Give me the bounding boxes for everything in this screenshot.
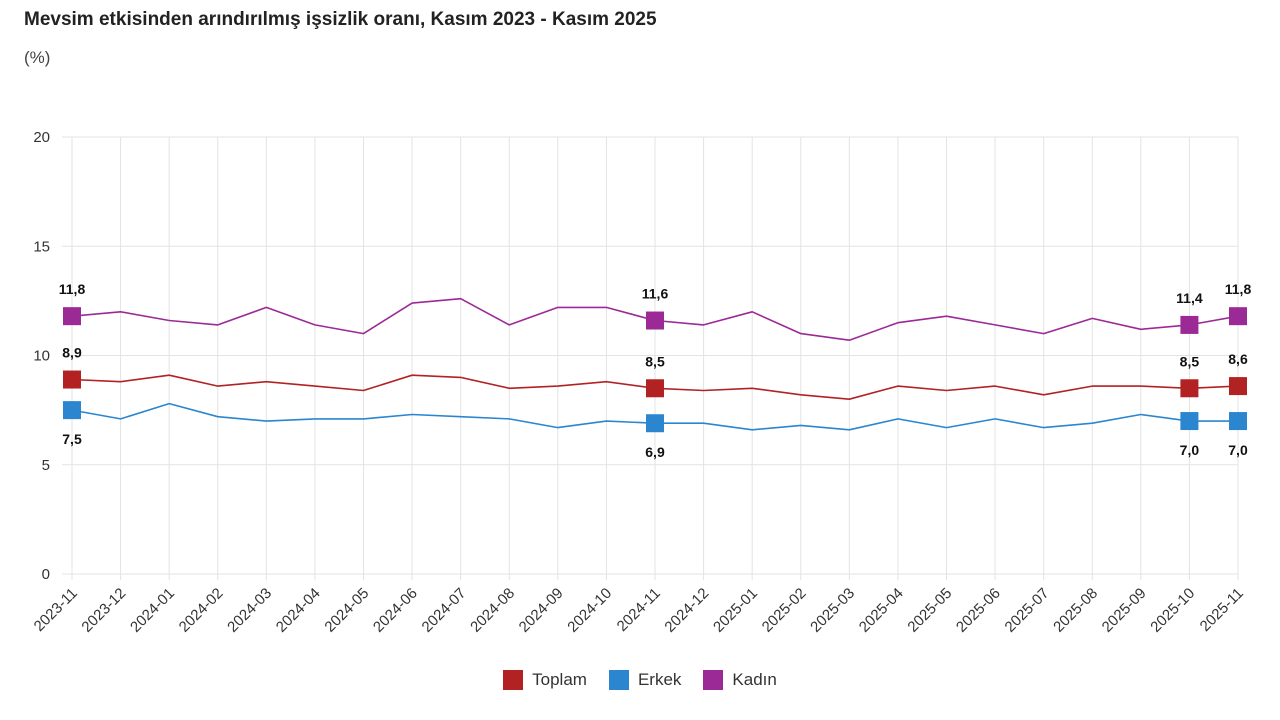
- data-marker: [63, 307, 81, 326]
- highlight-markers: [63, 307, 1247, 433]
- x-tick-label: 2024-09: [516, 585, 567, 636]
- data-label: 8,6: [1228, 351, 1248, 367]
- legend: Toplam Erkek Kadın: [0, 670, 1280, 690]
- data-label: 7,0: [1228, 442, 1248, 458]
- data-marker: [1229, 412, 1247, 431]
- legend-label-erkek: Erkek: [637, 670, 682, 689]
- legend-label-toplam: Toplam: [532, 670, 587, 689]
- x-tick-label: 2025-04: [856, 585, 907, 636]
- y-tick-label: 15: [33, 238, 50, 255]
- x-tick-label: 2023-11: [31, 585, 81, 635]
- x-tick-label: 2024-12: [661, 585, 712, 636]
- x-tick-label: 2024-08: [467, 585, 518, 636]
- x-tick-label: 2024-03: [224, 585, 275, 636]
- data-marker: [646, 311, 664, 330]
- x-tick-label: 2024-11: [614, 585, 664, 635]
- x-tick-label: 2025-03: [807, 585, 858, 636]
- x-tick-label: 2024-06: [370, 585, 421, 636]
- data-label: 7,0: [1180, 442, 1200, 458]
- x-tick-label: 2024-04: [273, 585, 324, 636]
- data-marker: [1180, 379, 1199, 398]
- legend-swatch-kadin: [703, 670, 724, 690]
- x-tick-label: 2024-10: [564, 585, 615, 636]
- data-label: 8,5: [1180, 353, 1200, 369]
- x-tick-label: 2025-07: [1002, 585, 1053, 636]
- data-label: 11,4: [1176, 290, 1203, 306]
- line-chart: 051015202023-112023-122024-012024-022024…: [31, 129, 1252, 636]
- x-tick-label: 2025-01: [710, 585, 761, 636]
- data-label: 7,5: [62, 431, 82, 447]
- data-label: 11,8: [1225, 281, 1252, 297]
- data-marker: [1180, 315, 1199, 334]
- x-tick-label: 2024-07: [419, 585, 470, 636]
- x-tick-label: 2025-08: [1050, 585, 1101, 636]
- data-marker: [63, 401, 81, 420]
- legend-item-kadin[interactable]: Kadın: [703, 670, 777, 690]
- data-marker: [1229, 307, 1247, 326]
- axes: 051015202023-112023-122024-012024-022024…: [31, 129, 1247, 636]
- data-marker: [1229, 377, 1247, 396]
- x-tick-label: 2023-12: [78, 585, 129, 636]
- x-tick-label: 2024-02: [176, 585, 227, 636]
- x-tick-label: 2025-09: [1099, 585, 1150, 636]
- data-label: 8,5: [645, 353, 665, 369]
- y-tick-label: 0: [42, 566, 50, 583]
- legend-swatch-toplam: [503, 670, 524, 690]
- data-labels: 8,9 8,5 8,5 8,6 7,5 6,9 7,0 7,0 11,8 11,6 11,4 11,8: [59, 281, 1252, 460]
- data-label: 6,9: [645, 444, 665, 460]
- legend-item-erkek[interactable]: Erkek: [608, 670, 682, 690]
- legend-label-kadin: Kadın: [732, 670, 777, 689]
- x-tick-label: 2025-05: [904, 585, 955, 636]
- x-tick-label: 2024-05: [321, 585, 372, 636]
- data-label: 8,9: [62, 345, 82, 361]
- data-label: 11,8: [59, 281, 86, 297]
- data-marker: [646, 379, 664, 398]
- x-tick-label: 2025-10: [1147, 585, 1198, 636]
- x-tick-label: 2025-11: [1197, 585, 1247, 635]
- x-tick-label: 2024-01: [127, 585, 178, 636]
- data-marker: [1180, 412, 1199, 431]
- x-tick-label: 2025-06: [953, 585, 1004, 636]
- legend-item-toplam[interactable]: Toplam: [503, 670, 587, 690]
- chart-title: Mevsim etkisinden arındırılmış işsizlik …: [24, 9, 657, 30]
- grid: [62, 136, 1239, 580]
- y-tick-label: 20: [33, 129, 50, 146]
- data-marker: [646, 414, 664, 433]
- data-label: 11,6: [642, 286, 669, 302]
- y-tick-label: 5: [42, 457, 50, 474]
- legend-swatch-erkek: [608, 670, 629, 690]
- x-tick-label: 2025-02: [759, 585, 810, 636]
- chart-unit: (%): [24, 48, 51, 67]
- y-tick-label: 10: [33, 348, 50, 365]
- data-marker: [63, 370, 81, 389]
